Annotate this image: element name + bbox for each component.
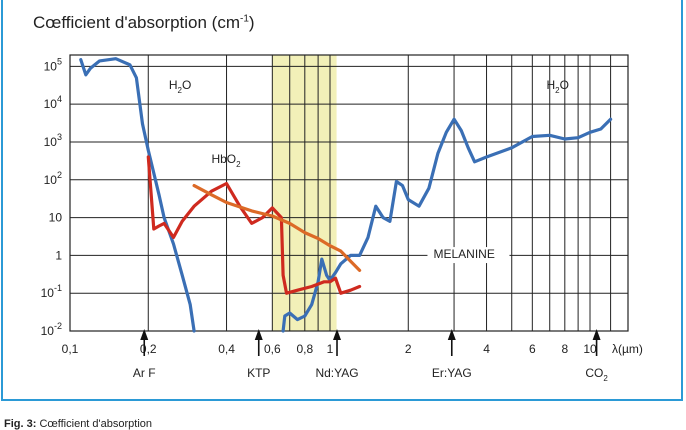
annotation-text: H [546,78,555,92]
laser-arrow-head [592,329,601,340]
y-tick-exponent: 5 [57,56,62,66]
series-annotation: HbO2 [211,152,241,169]
y-tick-base: 1 [55,248,62,262]
laser-arrow-head [333,329,342,340]
chart-title-text: Cœfficient d'absorption (cm [33,13,241,32]
y-tick-exponent: -2 [54,321,62,331]
y-tick-base: 10 [41,286,55,300]
x-tick-label: 8 [561,342,568,356]
chart-title: Cœfficient d'absorption (cm-1) [33,13,255,33]
y-tick-label: 1 [55,248,62,262]
annotation-text: HbO [211,152,236,166]
y-tick-base: 10 [44,59,58,73]
y-tick-base: 10 [44,135,58,149]
y-tick-exponent: 2 [57,170,62,180]
series-annotation: H2O [169,78,191,95]
y-tick-base: 10 [41,324,55,338]
laser-label: CO2 [585,366,608,383]
x-axis-label: λ(µm) [612,342,643,356]
annotation-subscript: 2 [555,86,560,95]
series-line-3 [146,155,362,295]
y-tick-base: 10 [44,97,58,111]
x-tick-label: 6 [529,342,536,356]
annotation-tail: O [560,78,569,92]
x-tick-label: 0,6 [264,342,281,356]
caption-label: Fig. 3: [4,418,37,430]
annotation-subscript: 2 [178,86,183,95]
figure-caption: Fig. 3: Cœfficient d'absorption [4,418,152,430]
laser-label-text: Ar F [133,366,156,380]
series-line-4 [192,184,362,272]
x-tick-label: 0,8 [296,342,313,356]
laser-label: KTP [247,366,270,380]
x-tick-label: 2 [405,342,412,356]
annotation-subscript: 2 [236,160,241,169]
x-tick-label: 0,2 [140,342,157,356]
laser-label-text: KTP [247,366,270,380]
y-tick-label: 10-2 [41,321,62,338]
y-tick-label: 105 [44,56,62,73]
laser-label-text: Nd:YAG [315,366,358,380]
annotation-text: MELANINE [433,247,494,261]
series-annotation: H2O [546,78,568,95]
laser-arrow-head [254,329,263,340]
x-tick-label: 10 [583,342,597,356]
laser-label-text: Er:YAG [432,366,472,380]
x-tick-label: 4 [483,342,490,356]
y-tick-exponent: 4 [57,94,62,104]
chart-title-close: ) [248,13,255,32]
melanine-label-bg [427,247,510,264]
laser-arrow-head [140,329,149,340]
y-tick-base: 10 [49,211,63,225]
absorption-chart: 0,1 0,2 0,4 0,6 0,8 1 2 4 6 8 10 λ(µm)1051041031021… [41,54,643,383]
laser-label: Er:YAG [432,366,472,380]
series-line-1 [79,57,196,333]
laser-label-text: CO [585,366,603,380]
plot-border [69,54,629,332]
laser-label: Ar F [133,366,156,380]
annotation-tail: O [182,78,191,92]
x-tick-label: 0,4 [218,342,235,356]
series-annotation: MELANINE [433,247,494,261]
y-tick-exponent: -1 [54,283,62,293]
y-tick-label: 102 [44,170,62,187]
y-tick-label: 104 [44,94,62,111]
chart-title-exponent: -1 [240,13,249,25]
caption-text: Cœfficient d'absorption [36,418,153,430]
laser-label-subscript: 2 [603,374,608,383]
annotation-text: H [169,78,178,92]
laser-arrow-head [447,329,456,340]
y-tick-exponent: 3 [57,132,62,142]
x-tick-label: 1 [327,342,334,356]
y-tick-base: 10 [44,173,58,187]
series-line-2 [281,117,613,333]
y-tick-label: 10-1 [41,283,62,300]
y-tick-label: 10 [49,211,63,225]
laser-label: Nd:YAG [315,366,358,380]
x-tick-label: 0,1 [62,342,79,356]
y-tick-label: 103 [44,132,62,149]
